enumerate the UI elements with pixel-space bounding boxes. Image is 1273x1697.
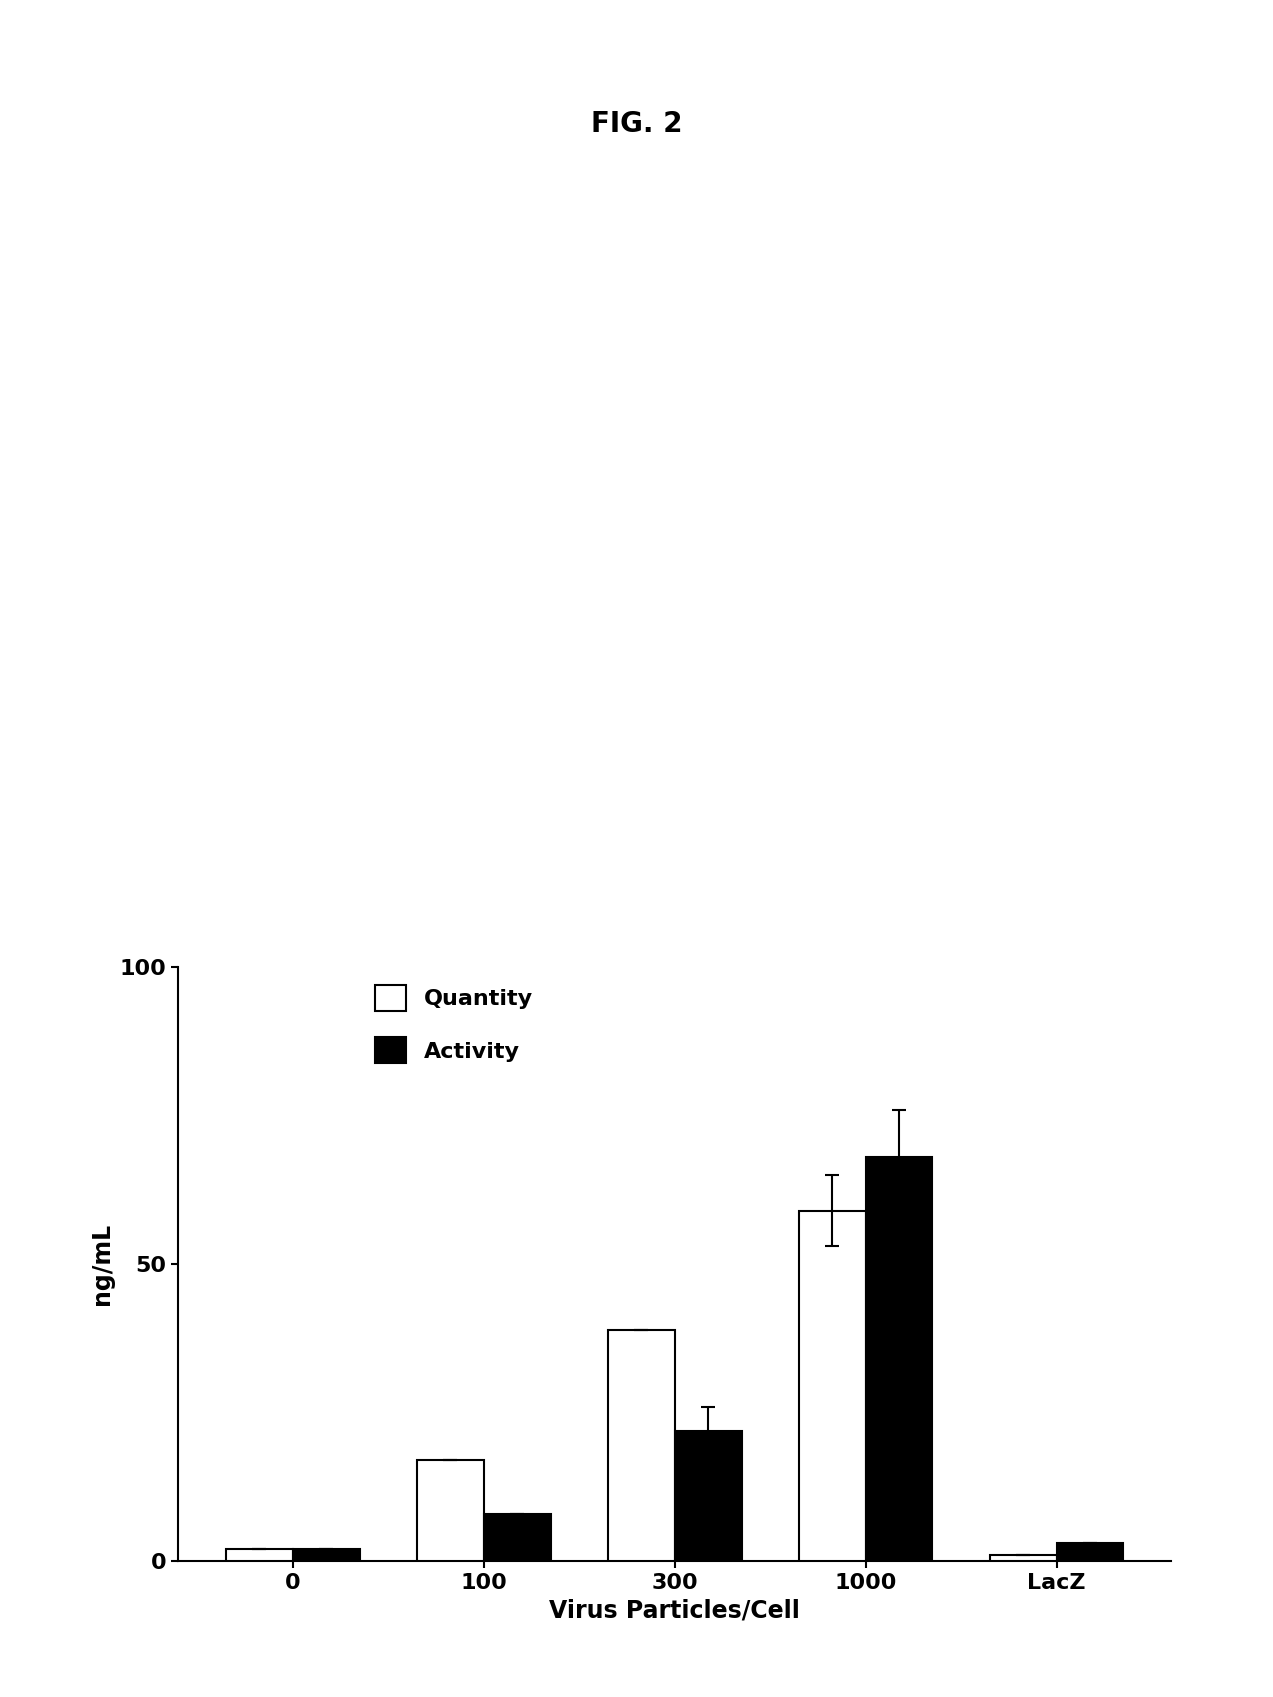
Legend: Quantity, Activity: Quantity, Activity [368, 979, 540, 1069]
Bar [227, 1549, 293, 1561]
Bar [293, 1549, 360, 1561]
Bar [1057, 1544, 1124, 1561]
Bar [866, 1157, 933, 1561]
Bar [675, 1431, 741, 1561]
Y-axis label: ng/mL: ng/mL [90, 1224, 115, 1305]
Bar [418, 1459, 484, 1561]
Bar [990, 1554, 1057, 1561]
Bar [608, 1330, 675, 1561]
Bar [484, 1514, 551, 1561]
Bar [799, 1212, 866, 1561]
X-axis label: Virus Particles/Cell: Virus Particles/Cell [549, 1599, 801, 1622]
Text: FIG. 2: FIG. 2 [591, 110, 682, 137]
